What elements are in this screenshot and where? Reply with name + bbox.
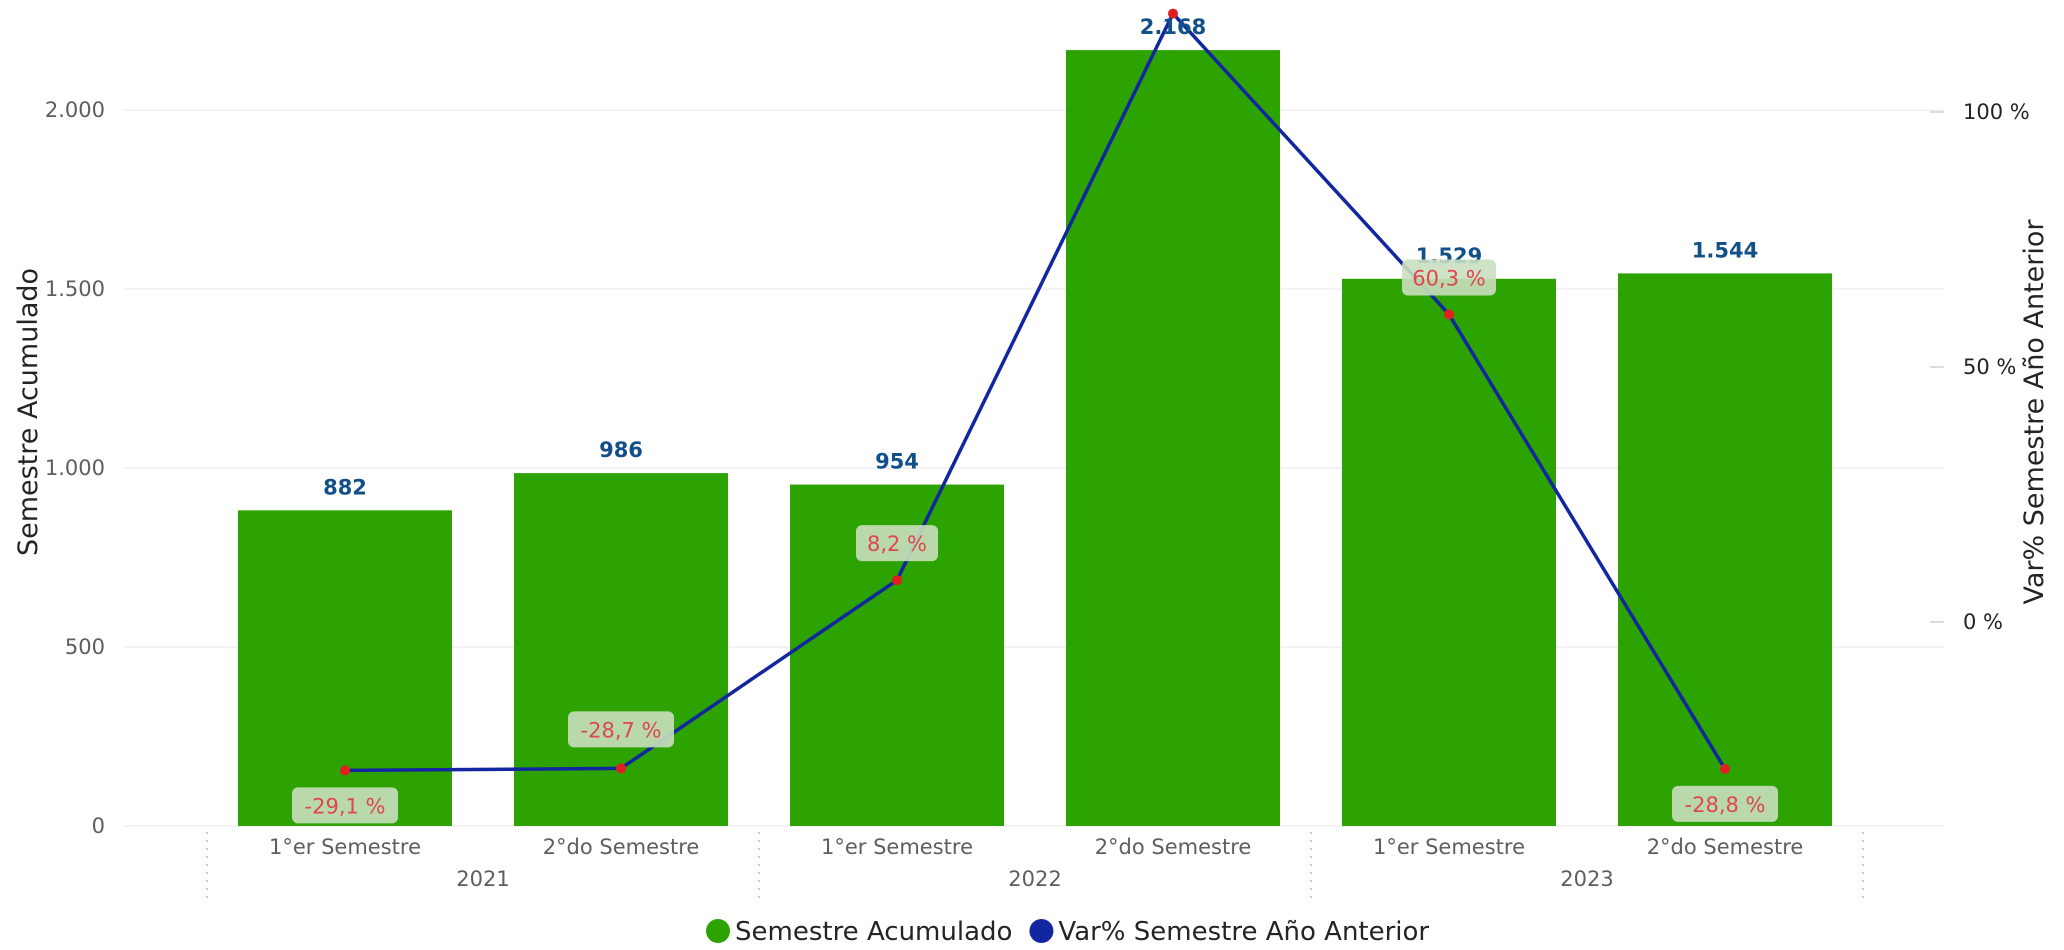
line-data-label-bg: [568, 711, 674, 748]
y2-axis-title: Var% Semestre Año Anterior: [2019, 219, 2050, 605]
x-tick-label: 1°er Semestre: [1373, 835, 1525, 859]
legend-item-label: Semestre Acumulado: [735, 917, 1012, 947]
legend-marker-icon: [706, 919, 730, 943]
x-tick-label: 2°do Semestre: [543, 835, 700, 859]
x-axis: 1°er Semestre 2°do Semestre 1°er Semestre 2…: [206, 832, 1864, 898]
x-tick-label: 2°do Semestre: [1647, 835, 1804, 859]
line-path: [344, 11, 1727, 773]
bar-series: [238, 50, 1832, 827]
line-point: [616, 763, 626, 774]
bar: [1342, 278, 1556, 827]
line-series: [340, 8, 1730, 776]
line-point: [1720, 763, 1730, 774]
legend-item-label: Var% Semestre Año Anterior: [1058, 917, 1429, 947]
y-tick-label: 1.000: [45, 456, 105, 480]
bar-data-label: 986: [599, 438, 643, 462]
line-point: [1168, 8, 1178, 19]
y2-tick-label: 0 %: [1963, 610, 2003, 634]
y-axis-right: 0 % 50 % 100 %: [1930, 100, 2030, 634]
bar: [1066, 50, 1280, 826]
line-data-label-bg: [856, 525, 938, 562]
line-data-labels: -29,1 % -28,7 % 8,2 % 60,3 % -28,8 %: [292, 259, 1778, 824]
bar-data-label: 1.544: [1692, 238, 1758, 262]
x-tick-label: 1°er Semestre: [269, 835, 421, 859]
x-tick-label: 2°do Semestre: [1095, 835, 1252, 859]
line-point: [340, 765, 350, 776]
x-group-label: 2023: [1560, 867, 1613, 891]
x-tick-label: 1°er Semestre: [821, 835, 973, 859]
y-tick-label: 500: [65, 635, 105, 659]
bar-data-label: 2.168: [1140, 15, 1206, 39]
line-data-label-bg: [1672, 785, 1778, 822]
line-data-label: -28,7 %: [581, 718, 662, 742]
y2-tick-label: 100 %: [1963, 100, 2030, 124]
line-data-label: 60,3 %: [1412, 266, 1485, 290]
x-group-label: 2021: [456, 867, 509, 891]
x-group-label: 2022: [1008, 867, 1061, 891]
legend-marker-icon: [1029, 919, 1054, 943]
line-point: [1444, 309, 1454, 320]
bar: [1618, 273, 1832, 826]
y-tick-label: 1.500: [45, 277, 105, 301]
bar-data-label: 954: [875, 450, 919, 474]
line-data-label: -29,1 %: [305, 794, 386, 818]
line-data-label: 8,2 %: [867, 532, 927, 556]
line-data-label: -28,8 %: [1685, 793, 1766, 817]
bar: [238, 510, 452, 826]
line-data-label-bg: [292, 787, 398, 824]
y2-tick-label: 50 %: [1963, 355, 2016, 379]
y-axis-title: Semestre Acumulado: [13, 268, 44, 556]
bar-data-label: 882: [323, 475, 367, 499]
line-data-label-bg: [1402, 259, 1496, 296]
y-tick-label: 2.000: [45, 98, 105, 122]
line-point: [892, 575, 902, 586]
legend: Semestre Acumulado Var% Semestre Año Ante…: [706, 917, 1429, 947]
y-axis-left: 0 500 1.000 1.500 2.000: [45, 98, 105, 838]
y-tick-label: 0: [92, 814, 105, 838]
